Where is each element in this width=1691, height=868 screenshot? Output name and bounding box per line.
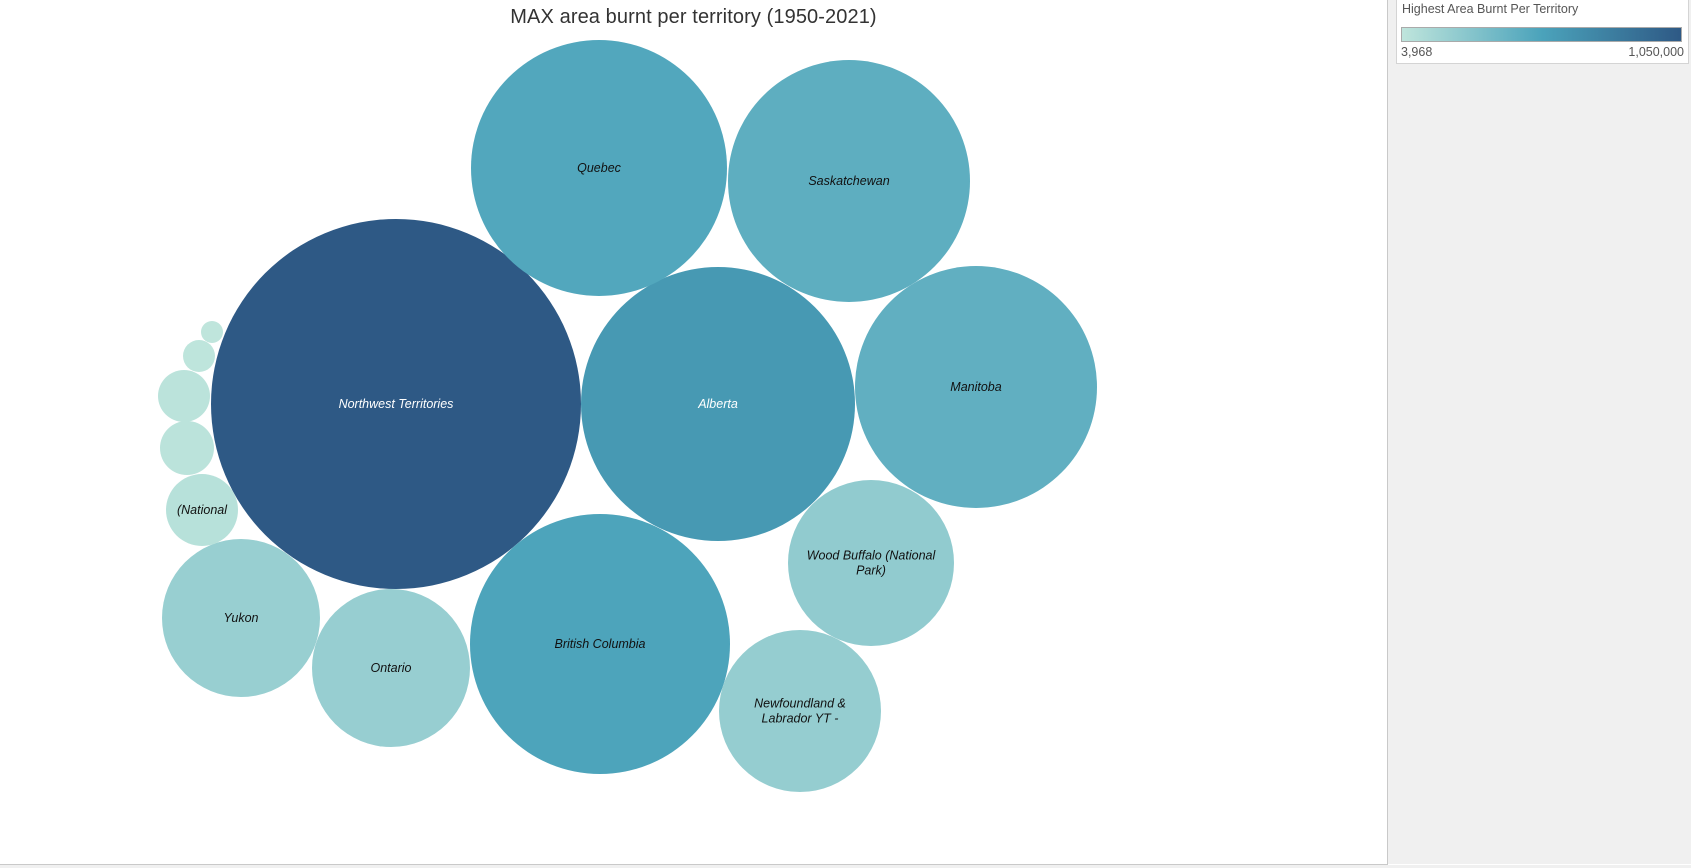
bubble-wood-buffalo-national-park[interactable] (788, 480, 954, 646)
bubble-ontario[interactable] (312, 589, 470, 747)
bubble-label-quebec: Quebec (577, 161, 622, 175)
bubble-unlabeled-11[interactable] (160, 421, 214, 475)
bubble-label-wood-buffalo-national-park: Wood Buffalo (National (807, 549, 937, 563)
bubble-manitoba[interactable] (855, 266, 1097, 508)
bubble-label-ontario: Ontario (371, 661, 412, 675)
bubble-unlabeled-13[interactable] (183, 340, 215, 372)
bubble-label-alberta: Alberta (697, 397, 738, 411)
bubble-label-yukon: Yukon (224, 611, 259, 625)
color-legend: Highest Area Burnt Per Territory 3,968 1… (1396, 0, 1689, 64)
bubble-northwest-territories[interactable] (211, 219, 581, 589)
bubble-label-wood-buffalo-national-park: Park) (856, 564, 886, 578)
bubble-british-columbia[interactable] (470, 514, 730, 774)
bubble-quebec[interactable] (471, 40, 727, 296)
chart-title: MAX area burnt per territory (1950-2021) (510, 6, 877, 28)
bubble-chart: Northwest Territories Alberta British Colu… (158, 40, 1097, 792)
bubble-label-saskatchewan: Saskatchewan (808, 174, 889, 188)
viz-pane: MAX area burnt per territory (1950-2021)… (0, 0, 1388, 865)
legend-pane (1388, 0, 1691, 864)
bubble-saskatchewan[interactable] (728, 60, 970, 302)
bubble-yukon[interactable] (162, 539, 320, 697)
legend-color-ramp (1401, 27, 1682, 42)
bubble-national[interactable] (166, 474, 238, 546)
bubble-alberta[interactable] (581, 267, 855, 541)
bottom-border (0, 865, 1691, 868)
bubble-unlabeled-14[interactable] (201, 321, 223, 343)
bubble-newfoundland-labrador-yt[interactable] (719, 630, 881, 792)
bubble-label-manitoba: Manitoba (950, 380, 1001, 394)
legend-title: Highest Area Burnt Per Territory (1402, 2, 1579, 16)
bubble-label-national: (National (177, 503, 228, 517)
bubble-label-newfoundland-labrador-yt: Labrador YT - (762, 712, 839, 726)
bubble-label-newfoundland-labrador-yt: Newfoundland & (754, 697, 846, 711)
legend-min-label: 3,968 (1401, 45, 1433, 59)
bubble-unlabeled-12[interactable] (158, 370, 210, 422)
bubble-label-northwest-territories: Northwest Territories (339, 397, 454, 411)
legend-max-label: 1,050,000 (1628, 45, 1684, 59)
bubble-label-british-columbia: British Columbia (554, 637, 645, 651)
